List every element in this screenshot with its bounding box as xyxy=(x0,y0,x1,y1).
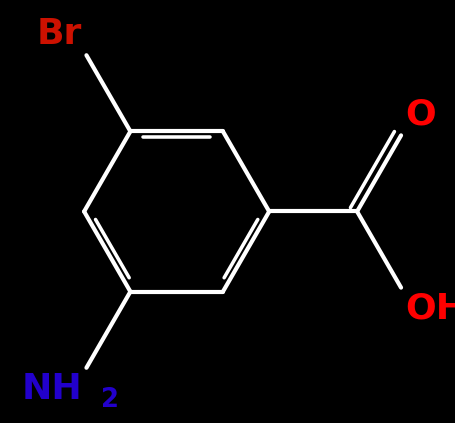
Text: Br: Br xyxy=(37,17,82,51)
Text: NH: NH xyxy=(21,372,82,406)
Text: OH: OH xyxy=(404,292,455,326)
Text: O: O xyxy=(404,97,435,131)
Text: 2: 2 xyxy=(101,387,119,413)
